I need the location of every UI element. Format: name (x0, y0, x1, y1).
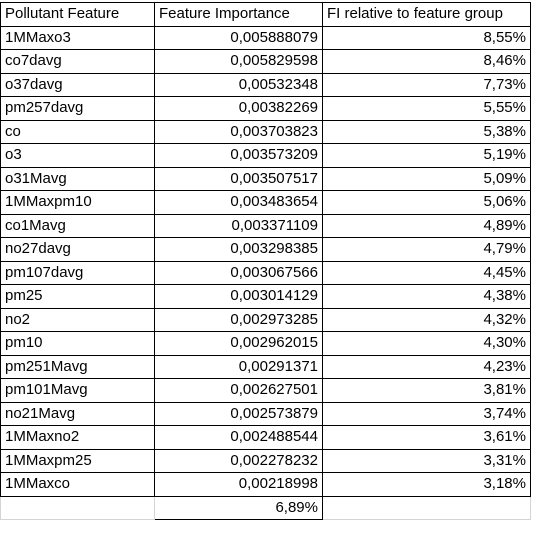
pollutant-feature-cell[interactable]: o31Mavg (0, 166, 155, 191)
pollutant-feature-cell[interactable]: o37davg (0, 72, 155, 97)
table-row: 1MMaxo3 0,005888079 8,55% (0, 25, 531, 50)
feature-importance-cell[interactable]: 0,003507517 (154, 166, 323, 191)
table-row: pm10 0,002962015 4,30% (0, 331, 531, 356)
table-row: o3 0,003573209 5,19% (0, 143, 531, 168)
feature-importance-table: Pollutant Feature Feature Importance FI … (0, 2, 531, 520)
feature-importance-cell[interactable]: 0,002573879 (154, 401, 323, 426)
footer-total-cell[interactable]: 6,89% (154, 495, 323, 520)
table-row: co1Mavg 0,003371109 4,89% (0, 213, 531, 238)
pollutant-feature-cell[interactable]: pm251Mavg (0, 354, 155, 379)
fi-relative-cell[interactable]: 4,32% (322, 307, 531, 332)
fi-relative-cell[interactable]: 4,79% (322, 237, 531, 262)
table-row: no21Mavg 0,002573879 3,74% (0, 401, 531, 426)
feature-importance-cell[interactable]: 0,00532348 (154, 72, 323, 97)
fi-relative-cell[interactable]: 4,89% (322, 213, 531, 238)
footer-empty-cell[interactable] (322, 495, 531, 520)
feature-importance-cell[interactable]: 0,00218998 (154, 472, 323, 497)
fi-relative-cell[interactable]: 5,06% (322, 190, 531, 215)
fi-relative-cell[interactable]: 7,73% (322, 72, 531, 97)
feature-importance-cell[interactable]: 0,003014129 (154, 284, 323, 309)
table-row: pm251Mavg 0,00291371 4,23% (0, 354, 531, 379)
feature-importance-cell[interactable]: 0,003703823 (154, 119, 323, 144)
header-pollutant-feature[interactable]: Pollutant Feature (0, 2, 155, 27)
table-row: no27davg 0,003298385 4,79% (0, 237, 531, 262)
feature-importance-cell[interactable]: 0,003483654 (154, 190, 323, 215)
table-body: 1MMaxo3 0,005888079 8,55% co7davg 0,00582959… (0, 25, 531, 497)
table-row: o37davg 0,00532348 7,73% (0, 72, 531, 97)
fi-relative-cell[interactable]: 3,31% (322, 448, 531, 473)
fi-relative-cell[interactable]: 5,09% (322, 166, 531, 191)
pollutant-feature-cell[interactable]: co7davg (0, 49, 155, 74)
table-row: 1MMaxno2 0,002488544 3,61% (0, 425, 531, 450)
pollutant-feature-cell[interactable]: no2 (0, 307, 155, 332)
pollutant-feature-cell[interactable]: 1MMaxpm25 (0, 448, 155, 473)
pollutant-feature-cell[interactable]: 1MMaxco (0, 472, 155, 497)
pollutant-feature-cell[interactable]: pm101Mavg (0, 378, 155, 403)
header-row: Pollutant Feature Feature Importance FI … (0, 2, 531, 27)
fi-relative-cell[interactable]: 3,18% (322, 472, 531, 497)
feature-importance-cell[interactable]: 0,002962015 (154, 331, 323, 356)
table-row: no2 0,002973285 4,32% (0, 307, 531, 332)
pollutant-feature-cell[interactable]: pm257davg (0, 96, 155, 121)
feature-importance-cell[interactable]: 0,003298385 (154, 237, 323, 262)
pollutant-feature-cell[interactable]: pm10 (0, 331, 155, 356)
table-row: pm257davg 0,00382269 5,55% (0, 96, 531, 121)
feature-importance-cell[interactable]: 0,005888079 (154, 25, 323, 50)
fi-relative-cell[interactable]: 3,81% (322, 378, 531, 403)
table-row: pm25 0,003014129 4,38% (0, 284, 531, 309)
feature-importance-cell[interactable]: 0,002973285 (154, 307, 323, 332)
feature-importance-cell[interactable]: 0,003067566 (154, 260, 323, 285)
pollutant-feature-cell[interactable]: 1MMaxpm10 (0, 190, 155, 215)
feature-importance-cell[interactable]: 0,005829598 (154, 49, 323, 74)
fi-relative-cell[interactable]: 4,45% (322, 260, 531, 285)
feature-importance-cell[interactable]: 0,002488544 (154, 425, 323, 450)
pollutant-feature-cell[interactable]: o3 (0, 143, 155, 168)
fi-relative-cell[interactable]: 3,61% (322, 425, 531, 450)
table-row: 1MMaxco 0,00218998 3,18% (0, 472, 531, 497)
feature-importance-cell[interactable]: 0,003573209 (154, 143, 323, 168)
table-row: 1MMaxpm25 0,002278232 3,31% (0, 448, 531, 473)
table-row: o31Mavg 0,003507517 5,09% (0, 166, 531, 191)
fi-relative-cell[interactable]: 5,19% (322, 143, 531, 168)
table-row: 1MMaxpm10 0,003483654 5,06% (0, 190, 531, 215)
pollutant-feature-cell[interactable]: 1MMaxo3 (0, 25, 155, 50)
feature-importance-cell[interactable]: 0,002278232 (154, 448, 323, 473)
fi-relative-cell[interactable]: 4,23% (322, 354, 531, 379)
feature-importance-cell[interactable]: 0,00291371 (154, 354, 323, 379)
header-fi-relative[interactable]: FI relative to feature group (322, 2, 531, 27)
feature-importance-cell[interactable]: 0,002627501 (154, 378, 323, 403)
pollutant-feature-cell[interactable]: co (0, 119, 155, 144)
feature-importance-cell[interactable]: 0,003371109 (154, 213, 323, 238)
pollutant-feature-cell[interactable]: co1Mavg (0, 213, 155, 238)
fi-relative-cell[interactable]: 4,30% (322, 331, 531, 356)
pollutant-feature-cell[interactable]: no21Mavg (0, 401, 155, 426)
table-row: co7davg 0,005829598 8,46% (0, 49, 531, 74)
table-row: pm107davg 0,003067566 4,45% (0, 260, 531, 285)
fi-relative-cell[interactable]: 3,74% (322, 401, 531, 426)
table-row: pm101Mavg 0,002627501 3,81% (0, 378, 531, 403)
fi-relative-cell[interactable]: 5,38% (322, 119, 531, 144)
footer-empty-cell[interactable] (0, 495, 155, 520)
fi-relative-cell[interactable]: 8,55% (322, 25, 531, 50)
fi-relative-cell[interactable]: 8,46% (322, 49, 531, 74)
fi-relative-cell[interactable]: 5,55% (322, 96, 531, 121)
footer-row: 6,89% (0, 495, 531, 520)
feature-importance-cell[interactable]: 0,00382269 (154, 96, 323, 121)
pollutant-feature-cell[interactable]: no27davg (0, 237, 155, 262)
pollutant-feature-cell[interactable]: pm107davg (0, 260, 155, 285)
pollutant-feature-cell[interactable]: 1MMaxno2 (0, 425, 155, 450)
pollutant-feature-cell[interactable]: pm25 (0, 284, 155, 309)
header-feature-importance[interactable]: Feature Importance (154, 2, 323, 27)
fi-relative-cell[interactable]: 4,38% (322, 284, 531, 309)
table-row: co 0,003703823 5,38% (0, 119, 531, 144)
